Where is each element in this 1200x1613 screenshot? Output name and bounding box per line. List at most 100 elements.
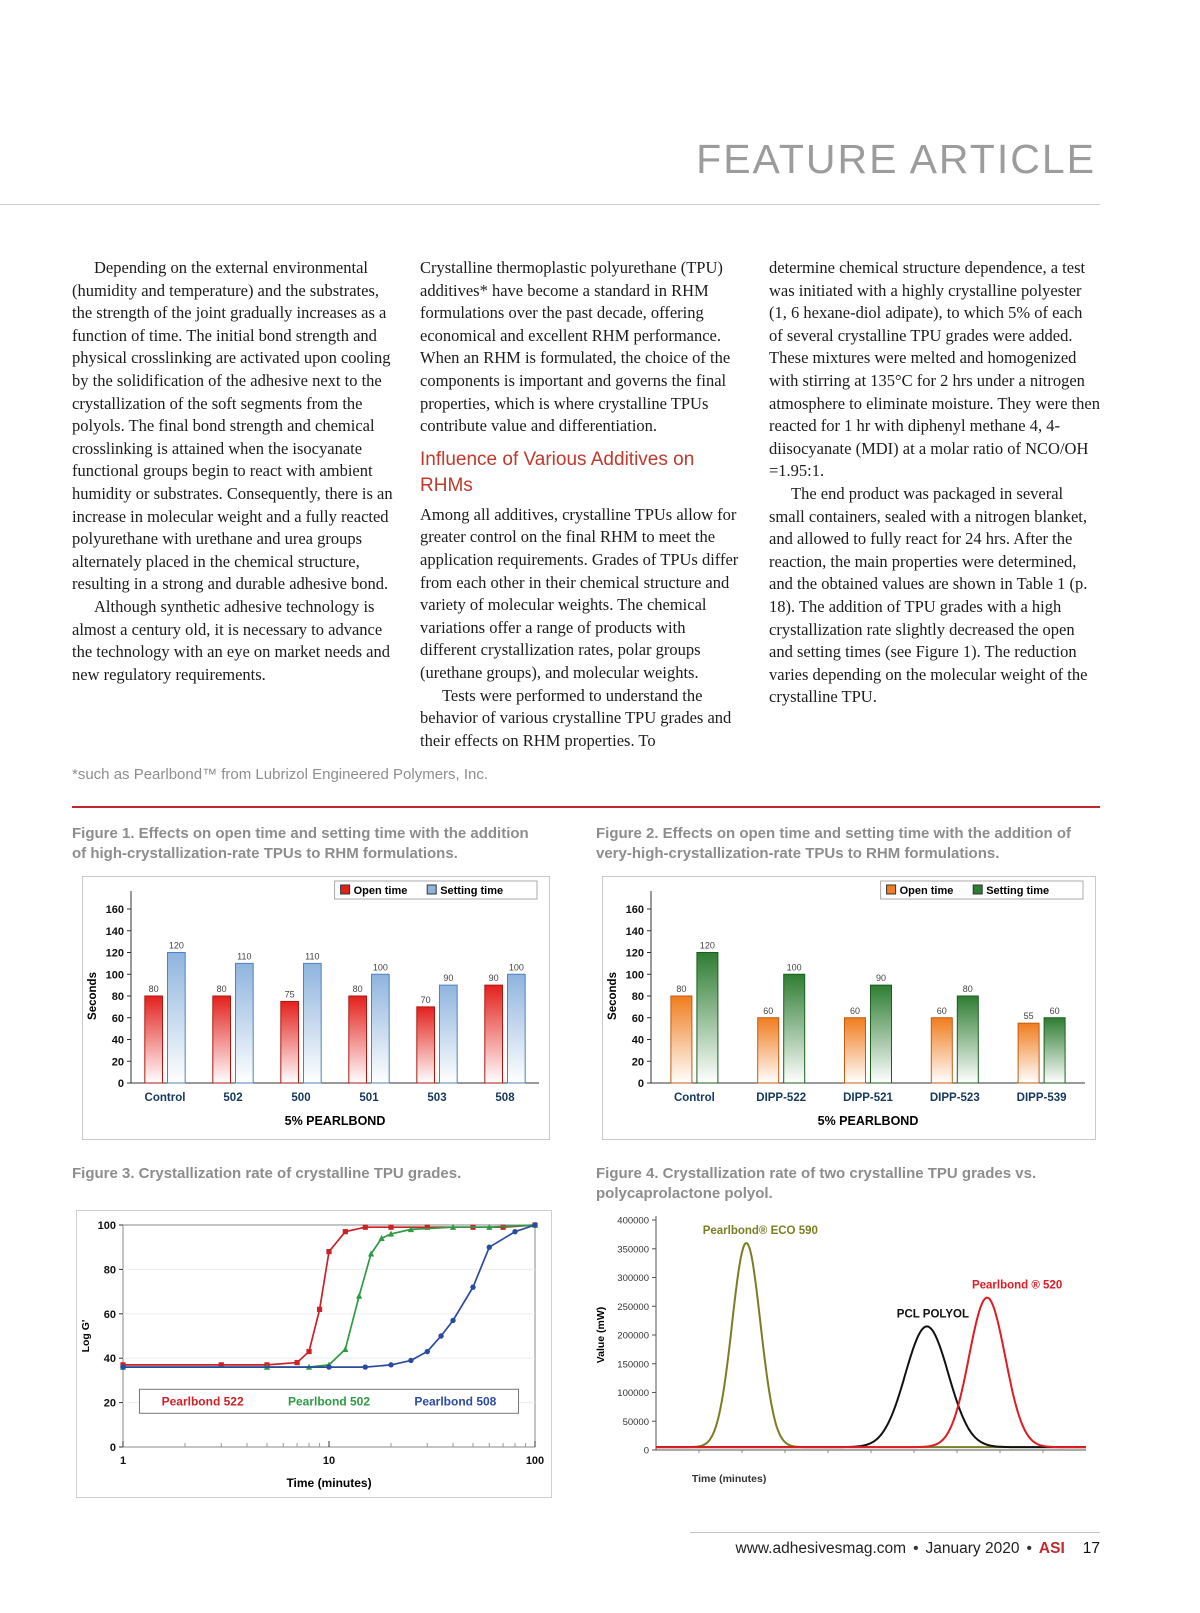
figure3-line-chart: 0 20 40 60 80 100 1 10 100 Pearlbond 522 Pearlbond…: [76, 1210, 552, 1498]
paragraph: Crystalline thermoplastic polyurethane (…: [420, 258, 731, 436]
header-divider: [0, 204, 1100, 205]
svg-text:160: 160: [626, 904, 644, 916]
svg-text:80: 80: [632, 991, 644, 1003]
figure3-caption: Figure 3. Crystallization rate of crysta…: [72, 1165, 462, 1182]
svg-text:20: 20: [104, 1398, 116, 1410]
svg-text:Value (mW): Value (mW): [595, 1307, 607, 1364]
figure1-caption: Figure 1. Effects on open time and setti…: [72, 825, 529, 862]
svg-text:80: 80: [353, 984, 363, 994]
svg-text:60: 60: [112, 1013, 124, 1025]
svg-text:Pearlbond 508: Pearlbond 508: [414, 1394, 496, 1408]
text-column-2: Crystalline thermoplastic polyurethane (…: [420, 257, 746, 752]
svg-text:0: 0: [644, 1446, 649, 1457]
footnote: *such as Pearlbond™ from Lubrizol Engine…: [72, 766, 489, 783]
svg-text:80: 80: [149, 984, 159, 994]
svg-text:502: 502: [223, 1092, 242, 1104]
svg-text:110: 110: [305, 951, 319, 961]
svg-text:20: 20: [112, 1056, 124, 1068]
svg-text:DIPP-539: DIPP-539: [1017, 1092, 1067, 1104]
page-title: FEATURE ARTICLE: [696, 136, 1096, 182]
svg-text:508: 508: [495, 1092, 515, 1104]
svg-text:120: 120: [700, 941, 715, 951]
figure2-caption: Figure 2. Effects on open time and setti…: [596, 825, 1072, 862]
svg-text:DIPP-522: DIPP-522: [756, 1092, 806, 1104]
svg-text:120: 120: [626, 948, 644, 960]
footer-date: January 2020: [925, 1540, 1020, 1557]
svg-text:140: 140: [106, 926, 124, 938]
svg-text:110: 110: [237, 951, 251, 961]
svg-text:100: 100: [526, 1455, 544, 1467]
svg-text:Time (minutes): Time (minutes): [692, 1473, 766, 1485]
svg-text:DIPP-521: DIPP-521: [843, 1092, 893, 1104]
svg-text:0: 0: [118, 1078, 124, 1090]
svg-text:100: 100: [626, 969, 644, 981]
paragraph: Depending on the external environmental …: [72, 258, 393, 594]
svg-text:350000: 350000: [617, 1244, 649, 1255]
footer-separator: •: [913, 1540, 919, 1557]
svg-text:200000: 200000: [617, 1331, 649, 1342]
svg-text:Log G': Log G': [80, 1320, 92, 1353]
svg-text:40: 40: [632, 1035, 644, 1047]
footer-brand: ASI: [1038, 1540, 1065, 1557]
svg-text:1: 1: [120, 1455, 126, 1467]
svg-text:80: 80: [104, 1264, 116, 1276]
svg-text:160: 160: [106, 904, 124, 916]
svg-text:90: 90: [443, 973, 453, 983]
paragraph: Although synthetic adhesive technology i…: [72, 596, 390, 684]
svg-text:140: 140: [626, 926, 644, 938]
svg-text:60: 60: [632, 1013, 644, 1025]
svg-text:150000: 150000: [617, 1359, 649, 1370]
svg-text:Seconds: Seconds: [607, 972, 619, 1020]
svg-text:60: 60: [763, 1006, 773, 1016]
svg-text:400000: 400000: [617, 1216, 649, 1227]
svg-text:50000: 50000: [623, 1417, 649, 1428]
svg-text:80: 80: [963, 984, 973, 994]
figure1-bar-chart: 0 20 40 60 80 100 120 140 160 80 120 Control 80 110 50…: [82, 876, 550, 1140]
paragraph: Among all additives, crystalline TPUs al…: [420, 504, 739, 682]
svg-text:Open time: Open time: [354, 885, 408, 897]
svg-text:60: 60: [937, 1006, 947, 1016]
figure4-line-chart: 0 50000 100000 150000 200000 250000 300000 3500…: [590, 1204, 1100, 1494]
svg-text:60: 60: [104, 1309, 116, 1321]
svg-text:Pearlbond ® 520: Pearlbond ® 520: [972, 1280, 1062, 1292]
svg-text:40: 40: [112, 1035, 124, 1047]
svg-text:120: 120: [106, 948, 124, 960]
paragraph: The end product was packaged in several …: [769, 483, 1088, 707]
svg-text:Pearlbond 502: Pearlbond 502: [288, 1394, 370, 1408]
svg-text:70: 70: [421, 995, 431, 1005]
svg-text:100: 100: [373, 962, 388, 972]
footer-divider: [690, 1532, 1100, 1533]
svg-text:Seconds: Seconds: [87, 972, 99, 1020]
svg-text:40: 40: [104, 1353, 116, 1365]
svg-text:300000: 300000: [617, 1273, 649, 1284]
svg-text:60: 60: [1050, 1006, 1060, 1016]
figure4-caption: Figure 4. Crystallization rate of two cr…: [596, 1165, 1037, 1202]
svg-text:80: 80: [217, 984, 227, 994]
footer-separator: •: [1026, 1540, 1032, 1557]
svg-text:20: 20: [632, 1056, 644, 1068]
svg-text:120: 120: [169, 941, 184, 951]
svg-text:0: 0: [638, 1078, 644, 1090]
svg-text:500: 500: [291, 1092, 310, 1104]
svg-text:5% PEARLBOND: 5% PEARLBOND: [285, 1114, 386, 1128]
footer-url: www.adhesivesmag.com: [735, 1540, 907, 1557]
svg-text:100: 100: [106, 969, 124, 981]
svg-text:75: 75: [285, 989, 295, 999]
svg-text:Time (minutes): Time (minutes): [286, 1476, 371, 1490]
svg-text:5% PEARLBOND: 5% PEARLBOND: [818, 1114, 919, 1128]
text-column-1: Depending on the external environmental …: [72, 257, 394, 686]
page-number: 17: [1082, 1540, 1100, 1557]
svg-text:250000: 250000: [617, 1302, 649, 1313]
svg-text:Setting time: Setting time: [986, 885, 1049, 897]
section-heading: Influence of Various Additives on RHMs: [420, 448, 695, 496]
svg-text:80: 80: [676, 984, 686, 994]
svg-text:Pearlbond 522: Pearlbond 522: [162, 1394, 244, 1408]
svg-text:10: 10: [323, 1455, 335, 1467]
text-column-3: determine chemical structure dependence,…: [769, 257, 1100, 709]
svg-text:100: 100: [509, 962, 524, 972]
paragraph: determine chemical structure dependence,…: [769, 258, 1100, 481]
svg-text:90: 90: [489, 973, 499, 983]
svg-text:DIPP-523: DIPP-523: [930, 1092, 980, 1104]
svg-text:Control: Control: [145, 1092, 186, 1104]
